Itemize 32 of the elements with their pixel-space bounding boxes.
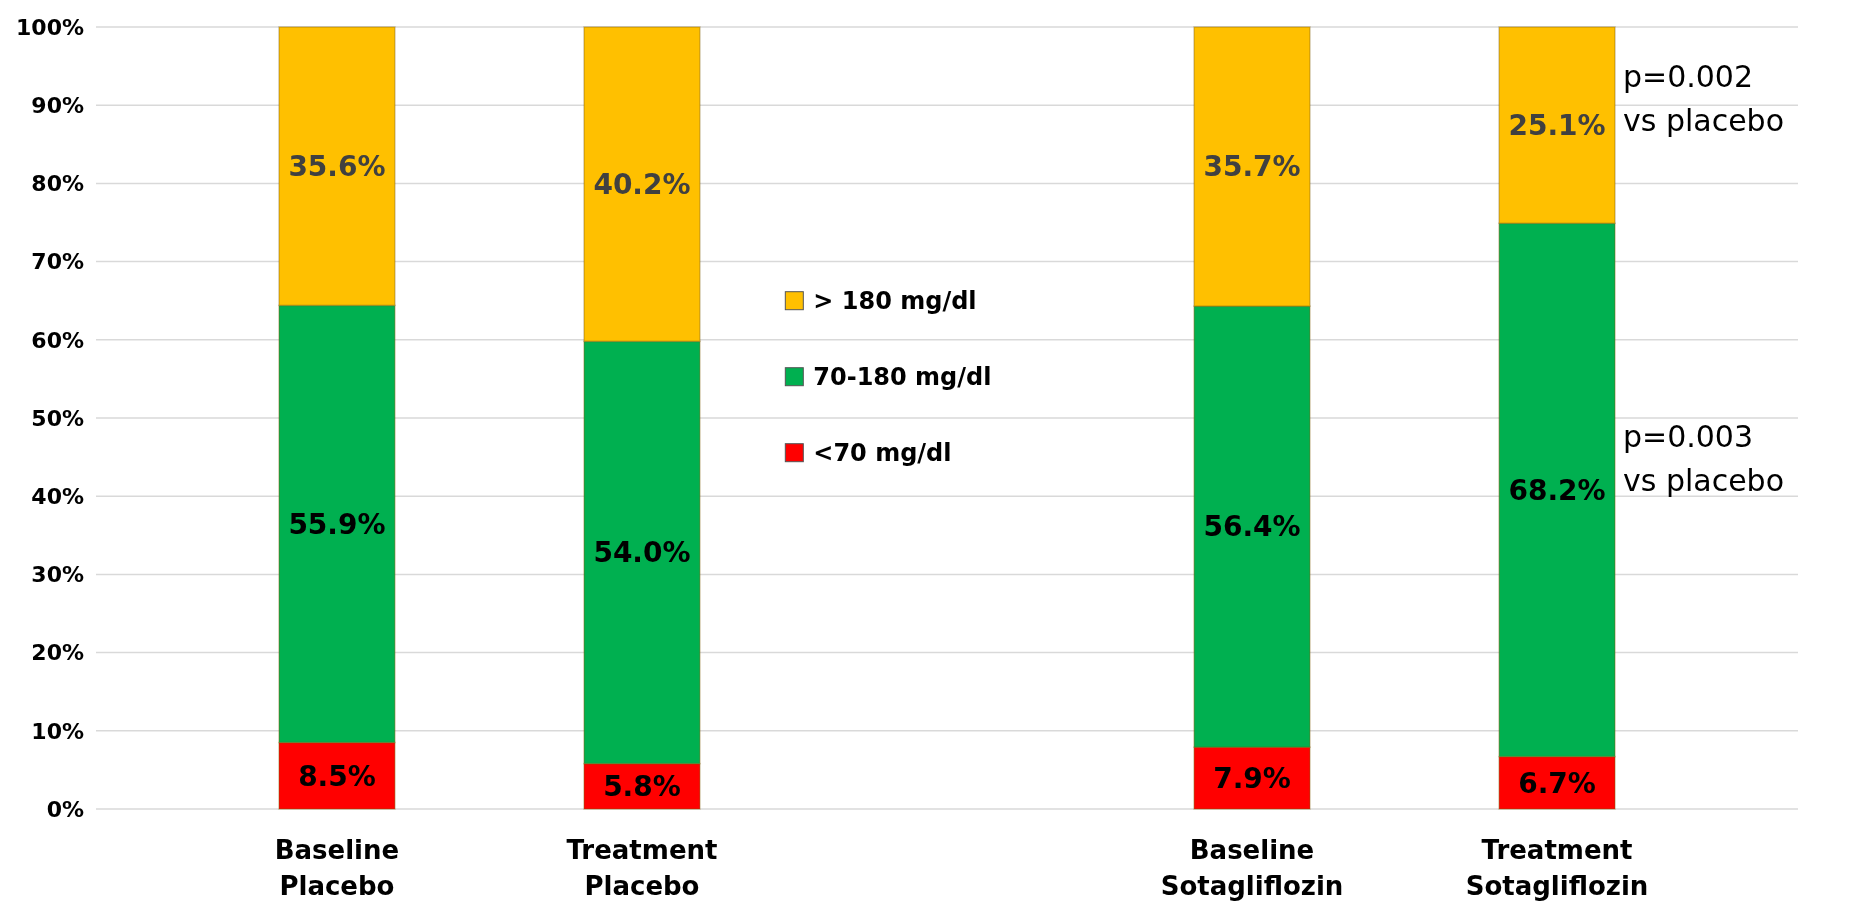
annotation: p=0.002 vs placebo xyxy=(1622,59,1785,138)
legend-label: > 180 mg/dl xyxy=(813,287,977,316)
x-tick-label: Baseline Placebo xyxy=(274,835,400,901)
y-tick-label: 70% xyxy=(31,249,84,275)
text: 35.7% xyxy=(1203,150,1301,184)
text: 6.7% xyxy=(1518,766,1596,800)
legend-label: 70-180 mg/dl xyxy=(813,363,992,392)
y-tick-label: 50% xyxy=(31,405,84,431)
text: 5.8% xyxy=(603,770,681,804)
y-tick-label: 30% xyxy=(31,562,84,588)
y-tick-label: 100% xyxy=(16,14,84,40)
y-tick-label: 0% xyxy=(46,796,84,822)
y-tick-label: 40% xyxy=(31,483,84,509)
text: 7.9% xyxy=(1213,761,1291,795)
text: 25.1% xyxy=(1508,108,1606,142)
text: 40.2% xyxy=(593,167,691,201)
annotation: p=0.003 vs placebo xyxy=(1622,419,1785,498)
text: 35.6% xyxy=(288,150,386,183)
text: 8.5% xyxy=(298,759,376,793)
x-tick-label: Baseline Sotagliflozin xyxy=(1160,835,1344,901)
y-tick-label: 60% xyxy=(31,327,84,353)
y-tick-label: 20% xyxy=(31,640,84,666)
legend-label: <70 mg/dl xyxy=(813,439,952,468)
y-tick-label: 90% xyxy=(31,92,84,118)
text: 68.2% xyxy=(1508,473,1606,507)
y-tick-label: 10% xyxy=(31,718,84,744)
text: 54.0% xyxy=(593,536,691,570)
y-tick-label: 80% xyxy=(31,171,84,197)
x-tick-label: Treatment Placebo xyxy=(566,835,718,901)
x-tick-label: Treatment Sotagliflozin xyxy=(1465,835,1649,901)
text: 55.9% xyxy=(288,507,386,541)
text: 56.4% xyxy=(1203,510,1301,544)
